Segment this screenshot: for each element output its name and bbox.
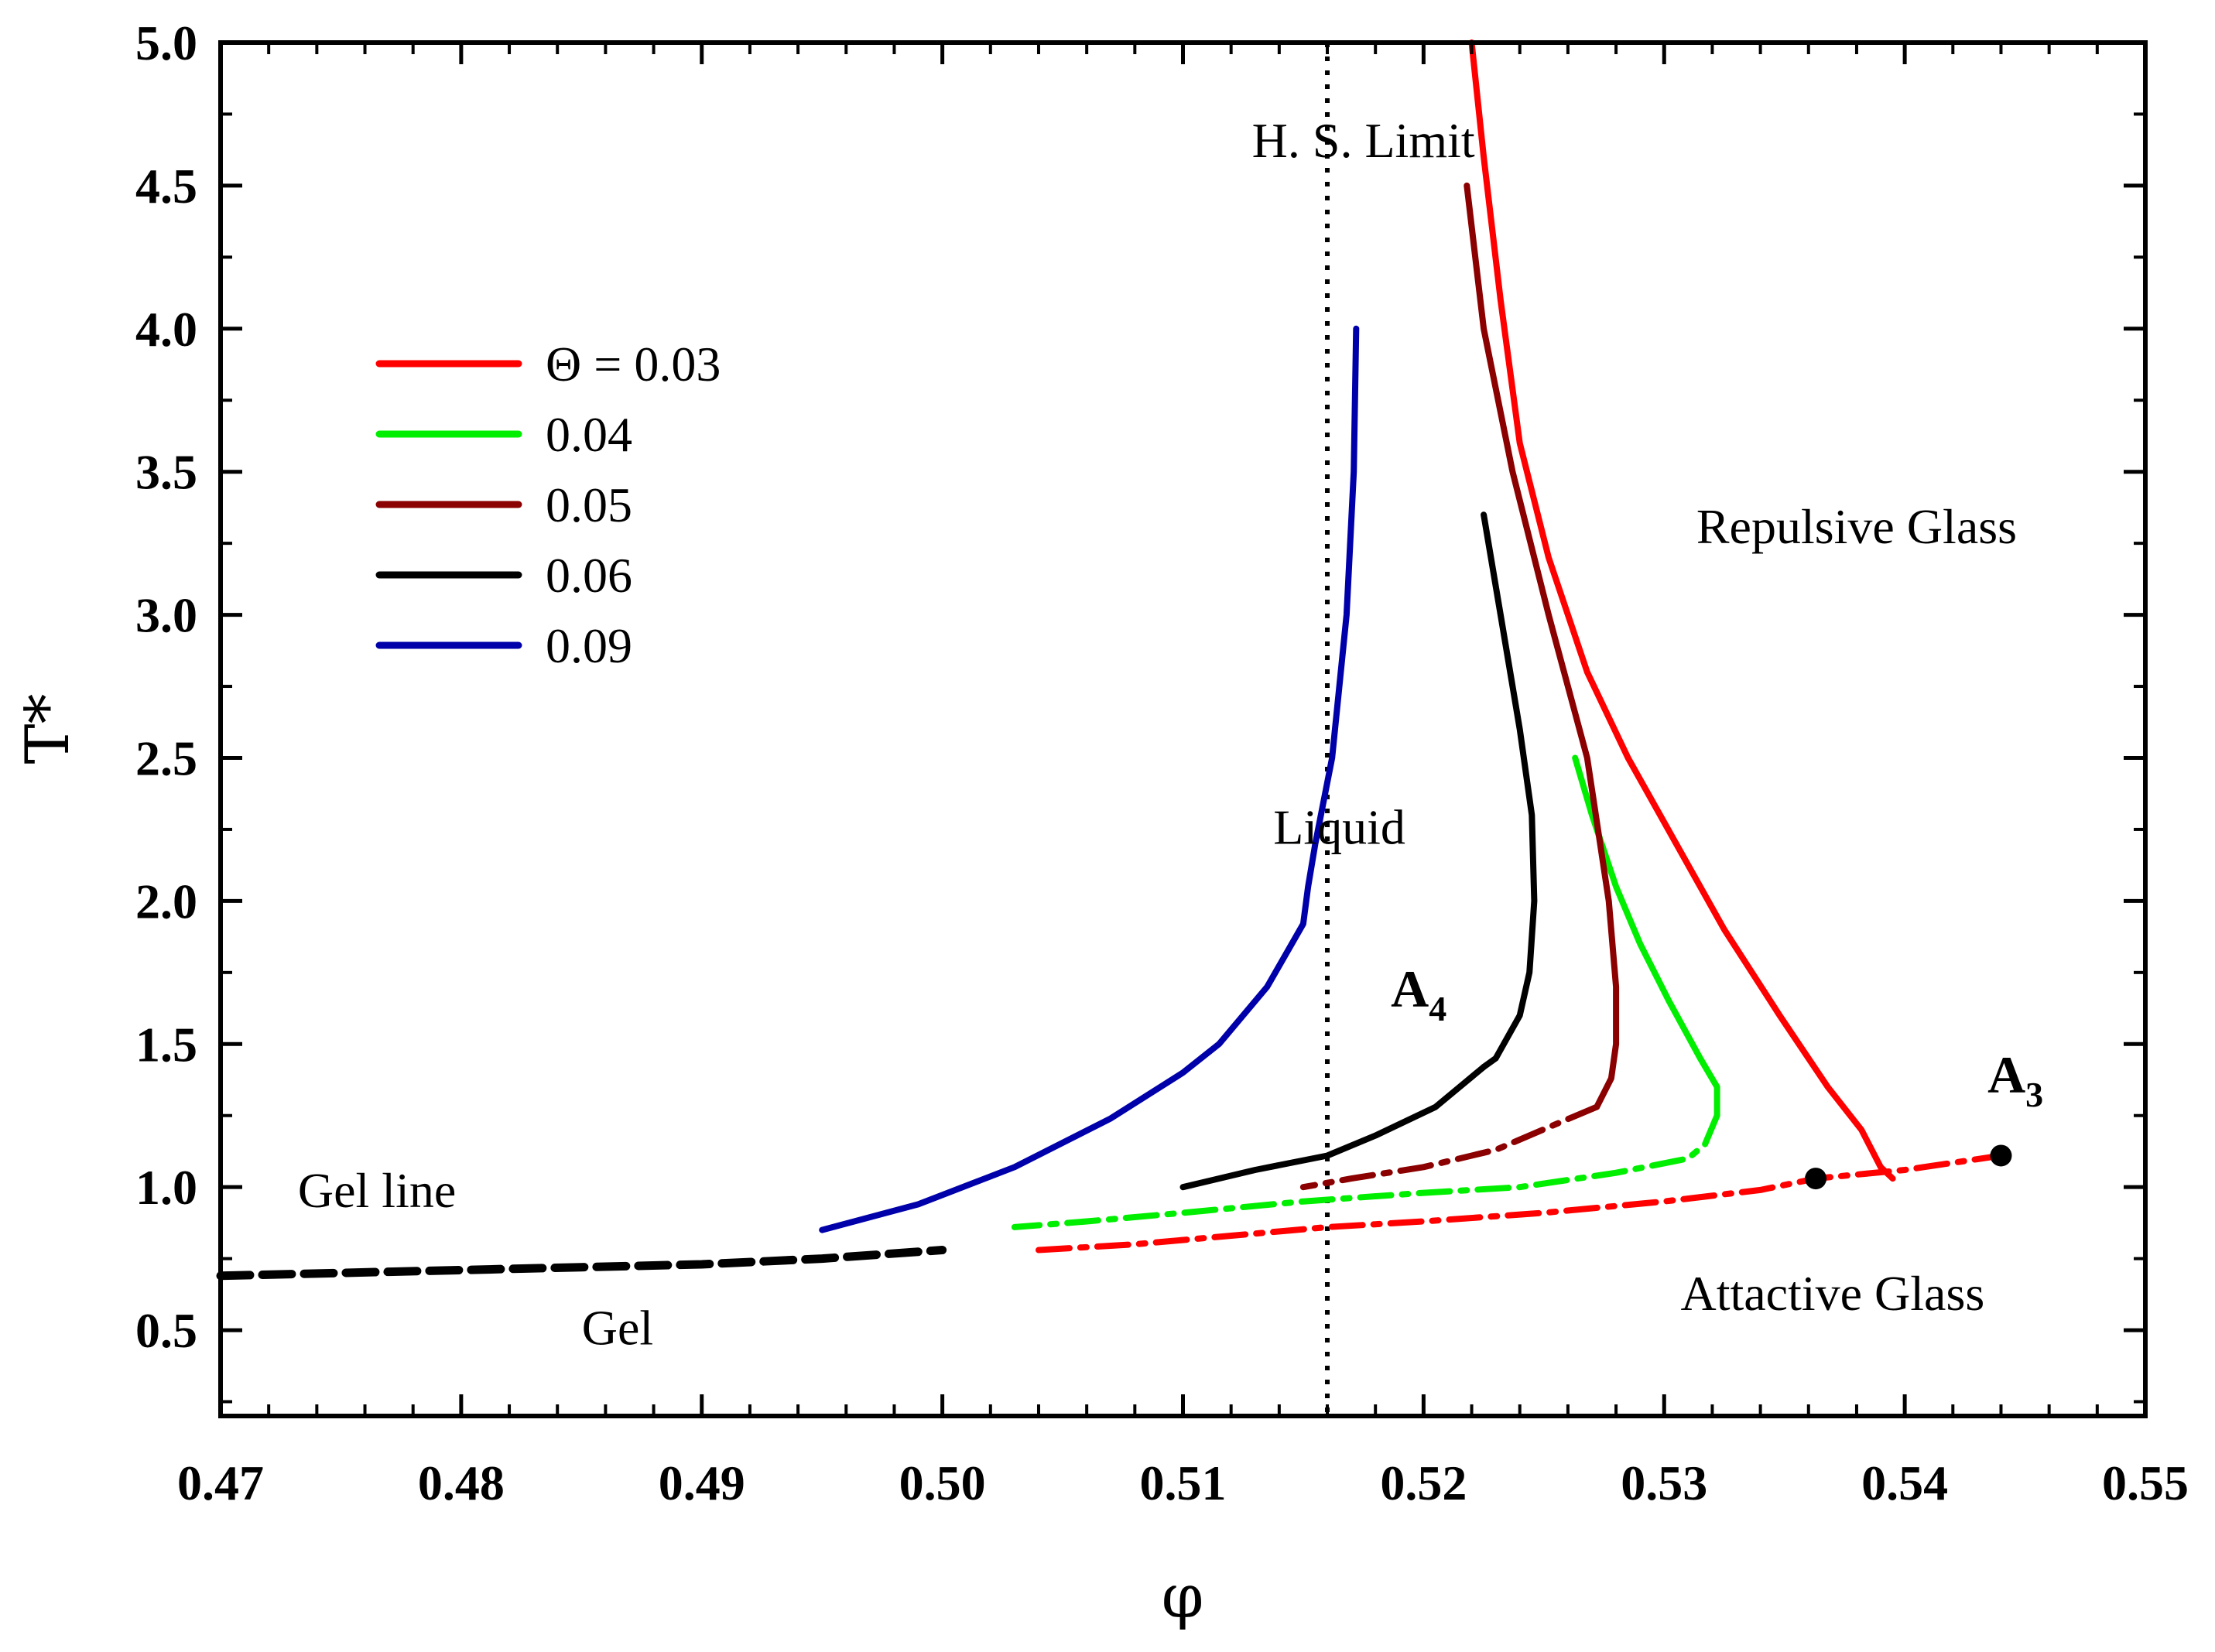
legend-label-3: 0.06 [546, 548, 632, 603]
legend-label-4: 0.09 [546, 618, 632, 673]
series-line-5 [1299, 1103, 1600, 1191]
x-tick-label: 0.49 [659, 1455, 745, 1510]
legend-label-0: Θ = 0.03 [546, 337, 721, 392]
y-tick-label: 4.5 [135, 159, 197, 214]
region-label-5: Attactive Glass [1680, 1266, 1984, 1321]
region-label-2: Liquid [1273, 799, 1405, 854]
x-axis-title: φ [1162, 1562, 1204, 1632]
point-label-subscript: 3 [2025, 1075, 2043, 1114]
y-tick-label: 5.0 [135, 15, 197, 70]
series-line-1 [1036, 1152, 2004, 1254]
x-tick-label: 0.52 [1380, 1455, 1467, 1510]
x-tick-label: 0.51 [1140, 1455, 1227, 1510]
series-line-4 [1464, 182, 1620, 1110]
x-tick-label: 0.50 [899, 1455, 986, 1510]
point-label-subscript: 4 [1429, 989, 1446, 1028]
y-tick-label: 3.0 [135, 588, 197, 643]
x-tick-label: 0.54 [1861, 1455, 1948, 1510]
legend-label-2: 0.05 [546, 477, 632, 532]
series-line-8 [819, 325, 1360, 1233]
y-axis-title: T* [13, 693, 83, 764]
y-tick-label: 4.0 [135, 302, 197, 357]
y-tick-label: 2.0 [135, 874, 197, 929]
ticks-layer [218, 40, 2148, 1416]
series-line-0 [1468, 39, 1896, 1182]
tick-labels-layer: 0.47 0.48 0.49 0.50 0.51 0.52 0.53 0.54 0.55 0.5 1… [135, 15, 2189, 1510]
x-tick-label: 0.48 [418, 1455, 505, 1510]
y-tick-label: 1.0 [135, 1160, 197, 1215]
x-tick-label: 0.47 [177, 1455, 264, 1510]
y-tick-label: 0.5 [135, 1303, 197, 1358]
region-label-4: Gel [582, 1301, 653, 1356]
x-tick-label: 0.53 [1621, 1455, 1707, 1510]
x-tick-label: 0.55 [2102, 1455, 2189, 1510]
curves-layer [216, 39, 2012, 1416]
series-line-3 [1011, 1112, 1720, 1230]
series-line-6 [1481, 511, 1538, 1070]
region-label-0: H. S. Limit [1252, 113, 1475, 168]
critical-point-marker-0 [1805, 1168, 1827, 1190]
y-tick-label: 1.5 [135, 1017, 197, 1072]
legend-label-1: 0.04 [546, 407, 632, 462]
y-tick-label: 2.5 [135, 730, 197, 785]
region-label-3: Gel line [298, 1163, 456, 1218]
region-label-1: Repulsive Glass [1696, 499, 2017, 554]
critical-point-marker-1 [1990, 1144, 2012, 1167]
y-tick-label: 3.5 [135, 445, 197, 500]
series-line-7 [1179, 1063, 1488, 1191]
series-line-9 [216, 1246, 947, 1281]
legend: Θ = 0.03 0.04 0.05 0.06 0.09 [375, 337, 721, 673]
